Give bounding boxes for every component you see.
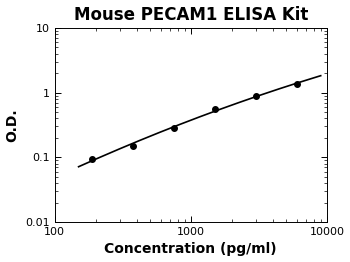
Title: Mouse PECAM1 ELISA Kit: Mouse PECAM1 ELISA Kit [74, 6, 308, 24]
X-axis label: Concentration (pg/ml): Concentration (pg/ml) [104, 242, 277, 256]
Y-axis label: O.D.: O.D. [6, 108, 20, 142]
